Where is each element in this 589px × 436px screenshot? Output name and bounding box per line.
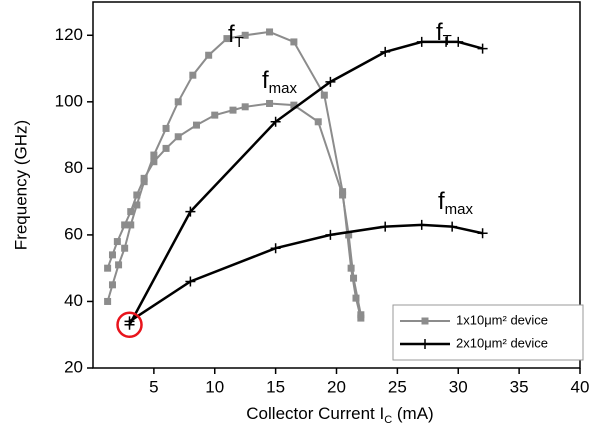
annotation-text: f (438, 188, 445, 215)
marker (127, 208, 135, 216)
marker (162, 144, 170, 152)
marker (416, 36, 427, 47)
x-title-part: Collector Current I (246, 404, 384, 423)
marker (477, 43, 488, 54)
marker (357, 311, 365, 319)
marker (205, 51, 213, 59)
marker (325, 229, 336, 240)
marker (150, 158, 158, 166)
x-tick-label: 10 (205, 377, 224, 396)
annotation: fT (228, 21, 244, 51)
marker (477, 228, 488, 239)
marker (133, 201, 141, 209)
marker (223, 35, 231, 43)
marker (133, 191, 141, 199)
marker (108, 281, 116, 289)
marker (453, 36, 464, 47)
marker (174, 133, 182, 141)
marker (150, 151, 158, 159)
marker (325, 76, 336, 87)
marker (108, 251, 116, 259)
marker (124, 316, 135, 327)
x-tick-label: 20 (327, 377, 346, 396)
x-tick-label: 5 (149, 377, 158, 396)
legend-box (392, 304, 584, 361)
marker (441, 36, 452, 47)
marker (270, 243, 281, 254)
x-tick-label: 30 (449, 377, 468, 396)
annotation-sub: max (269, 80, 298, 97)
annotation-text: f (228, 21, 235, 48)
x-tick-label: 35 (510, 377, 529, 396)
x-axis-title: Collector Current IC (mA) (246, 404, 433, 425)
marker (320, 91, 328, 99)
y-tick-label: 20 (64, 357, 83, 376)
marker (241, 31, 249, 39)
marker (241, 103, 249, 111)
annotation: fmax (262, 67, 298, 97)
marker (420, 339, 430, 349)
x-tick-label: 15 (266, 377, 285, 396)
marker (127, 221, 135, 229)
marker (266, 28, 274, 36)
marker (192, 121, 200, 129)
annotation-sub: T (443, 32, 452, 49)
annotation-text: f (436, 19, 443, 46)
annotation-sub: T (235, 34, 244, 51)
marker (350, 274, 358, 282)
marker (352, 294, 360, 302)
marker (104, 264, 112, 272)
marker (185, 206, 196, 217)
marker (270, 116, 281, 127)
y-tick-label: 60 (64, 224, 83, 243)
marker (211, 111, 219, 119)
highlight-circle (116, 311, 143, 338)
y-tick-label: 120 (55, 25, 83, 44)
marker (121, 244, 129, 252)
annotation-text: f (262, 67, 269, 94)
x-title-sub: C (384, 414, 392, 426)
marker (162, 124, 170, 132)
marker (416, 219, 427, 230)
series-line (106, 102, 362, 315)
marker (266, 99, 274, 107)
x-tick-label: 25 (388, 377, 407, 396)
y-axis-title: Frequency (GHz) (11, 120, 30, 250)
x-title-part: (mA) (392, 404, 434, 423)
marker (113, 238, 121, 246)
annotation: fT (436, 19, 452, 49)
marker (380, 46, 391, 57)
marker (229, 106, 237, 114)
marker (421, 317, 429, 325)
marker (447, 221, 458, 232)
y-tick-label: 100 (55, 91, 83, 110)
marker (290, 101, 298, 109)
x-tick-label: 40 (571, 377, 589, 396)
marker (174, 98, 182, 106)
annotation-sub: max (445, 201, 474, 218)
marker (347, 264, 355, 272)
marker (290, 38, 298, 46)
marker (140, 174, 148, 182)
marker (104, 297, 112, 305)
marker (115, 261, 123, 269)
marker (345, 231, 353, 239)
marker (121, 221, 129, 229)
y-tick-label: 40 (64, 291, 83, 310)
marker (185, 276, 196, 287)
legend-label: 2x10μm² device (456, 335, 548, 350)
annotation: fmax (438, 188, 474, 218)
series-line (128, 223, 483, 323)
legend-label: 1x10μm² device (456, 312, 548, 327)
marker (380, 221, 391, 232)
series-line (128, 40, 483, 326)
marker (189, 71, 197, 79)
marker (314, 118, 322, 126)
y-tick-label: 80 (64, 158, 83, 177)
marker (339, 191, 347, 199)
